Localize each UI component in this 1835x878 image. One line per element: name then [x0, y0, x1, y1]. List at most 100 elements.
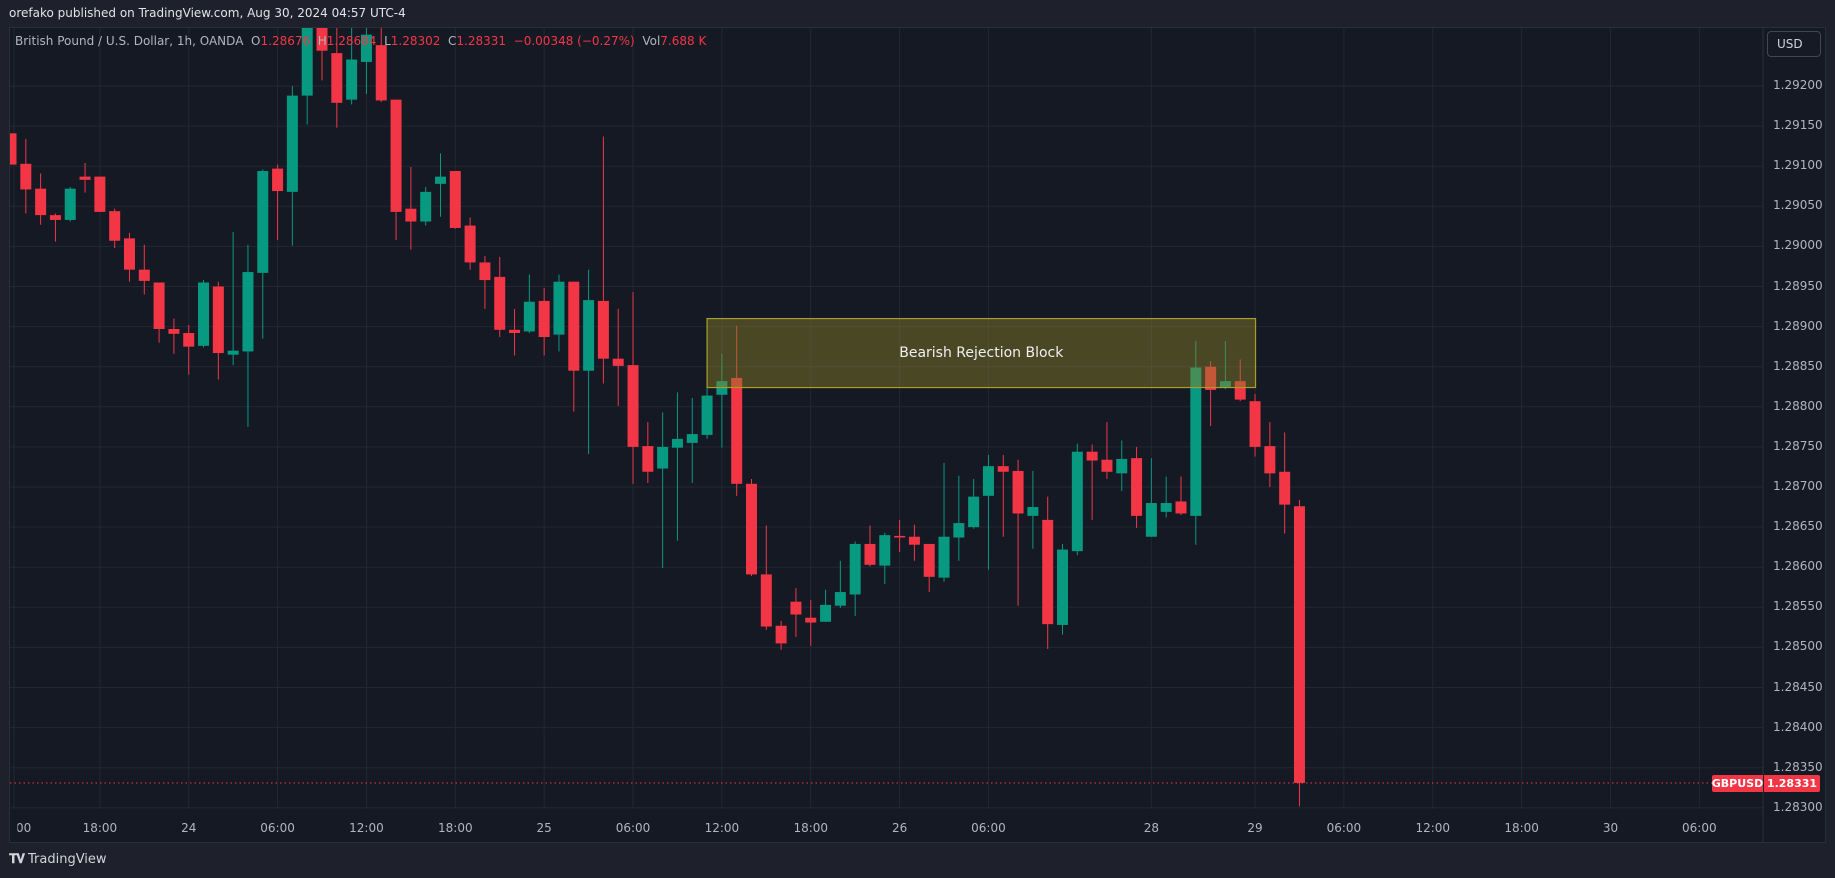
- candle-body: [420, 191, 432, 222]
- candle: [390, 99, 402, 240]
- candle-body: [64, 188, 76, 220]
- currency-button[interactable]: USD: [1767, 31, 1821, 57]
- candle: [316, 28, 328, 81]
- candle: [109, 208, 121, 249]
- candle-body: [701, 395, 713, 435]
- legend-close-value: 1.28331: [456, 34, 507, 48]
- candle: [1175, 476, 1187, 516]
- candle-body: [123, 238, 135, 270]
- candle: [1057, 543, 1069, 635]
- time-tick-label: 12:00: [17, 821, 31, 835]
- candle-body: [390, 99, 402, 212]
- candle: [820, 589, 832, 622]
- candle: [1027, 470, 1039, 549]
- candle: [790, 588, 802, 637]
- candle: [568, 281, 580, 412]
- candle-body: [509, 329, 521, 334]
- candle: [1279, 432, 1291, 534]
- candle-body: [805, 617, 817, 623]
- candle-body: [109, 211, 121, 241]
- candle: [331, 28, 343, 128]
- publisher-line: orefako published on TradingView.com, Au…: [9, 6, 406, 20]
- candle: [612, 308, 624, 406]
- candle-body: [272, 168, 284, 192]
- candle-body: [879, 535, 891, 566]
- candle: [212, 281, 224, 380]
- candle-body: [923, 543, 935, 577]
- price-tick-label: 1.28650: [1773, 519, 1823, 534]
- footer-brand[interactable]: 𝐓𝐕 TradingView: [9, 852, 107, 867]
- candle: [123, 232, 135, 282]
- candle-body: [1234, 381, 1246, 400]
- candle: [982, 454, 994, 570]
- candle-body: [834, 592, 846, 606]
- legend-open-value: 1.28676: [260, 34, 311, 48]
- candle-body: [583, 300, 595, 371]
- candle: [597, 136, 609, 384]
- candle: [198, 280, 210, 348]
- candle-body: [731, 377, 743, 484]
- candle: [908, 524, 920, 561]
- price-tick-label: 1.28600: [1773, 559, 1823, 574]
- legend-close-label: C: [448, 34, 457, 48]
- candle-body: [953, 523, 965, 538]
- candle: [49, 213, 61, 242]
- candle: [153, 282, 165, 343]
- candle: [420, 187, 432, 226]
- time-tick-label: 24: [181, 821, 197, 835]
- candle: [346, 28, 358, 105]
- candle-body: [1160, 503, 1172, 512]
- candle: [583, 269, 595, 455]
- candle-body: [523, 301, 535, 332]
- candle: [849, 541, 861, 617]
- legend-change: −0.00348 (−0.27%): [513, 34, 635, 48]
- candle-body: [1101, 459, 1113, 472]
- legend-symbol[interactable]: British Pound / U.S. Dollar, 1h, OANDA: [15, 34, 244, 48]
- price-tick-label: 1.28800: [1773, 398, 1823, 413]
- price-tick-label: 1.29150: [1773, 118, 1823, 133]
- candle: [968, 478, 980, 529]
- time-tick-label: 12:00: [1415, 821, 1451, 835]
- candle: [464, 217, 476, 270]
- candle-body: [331, 53, 343, 103]
- candle-body: [198, 282, 210, 346]
- candle: [894, 519, 906, 552]
- price-tick-label: 1.28850: [1773, 358, 1823, 373]
- candle-body: [597, 300, 609, 359]
- candle-body: [657, 446, 669, 469]
- legend-low-value: 1.28302: [390, 34, 441, 48]
- price-tick-label: 1.28450: [1773, 679, 1823, 694]
- candle-body: [360, 34, 372, 62]
- legend-high-value: 1.28684: [326, 34, 377, 48]
- candle: [286, 86, 298, 246]
- left-margin: [0, 27, 9, 843]
- candle: [494, 256, 506, 338]
- time-tick-label: 06:00: [971, 821, 1006, 835]
- candle: [864, 525, 876, 567]
- candle-body: [242, 272, 254, 352]
- candle: [94, 176, 106, 212]
- candle-body: [627, 365, 639, 447]
- candle: [79, 162, 91, 193]
- price-tick-label: 1.28350: [1773, 759, 1823, 774]
- time-tick-label: 06:00: [1682, 821, 1717, 835]
- chart-pane[interactable]: [9, 27, 1826, 843]
- candle: [760, 525, 772, 630]
- candle: [1086, 444, 1098, 520]
- candle: [1131, 446, 1143, 528]
- candle: [64, 187, 76, 222]
- candle-body: [760, 574, 772, 627]
- candle-body: [1279, 471, 1291, 505]
- candle-body: [35, 188, 47, 216]
- candle: [997, 454, 1009, 537]
- last-price-symbol-tag: GBPUSD: [1711, 774, 1764, 792]
- candle-body: [1249, 401, 1261, 447]
- candle: [35, 173, 47, 225]
- price-tick-label: 1.28400: [1773, 719, 1823, 734]
- candle-body: [49, 215, 61, 220]
- candle: [168, 318, 180, 354]
- candle-body: [346, 59, 358, 100]
- price-tick-label: 1.28950: [1773, 278, 1823, 293]
- candle-body: [938, 536, 950, 578]
